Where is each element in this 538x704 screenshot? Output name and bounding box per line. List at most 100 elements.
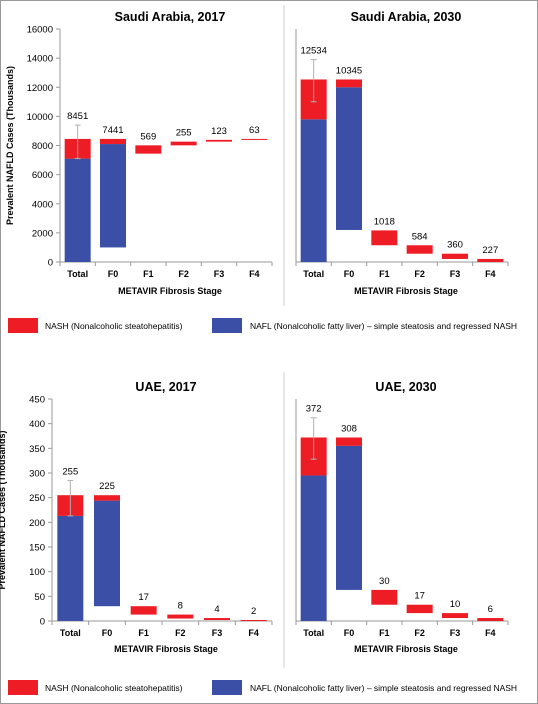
x-tick-label: F4 <box>485 269 496 279</box>
bar-segment-nafl <box>336 445 362 590</box>
legend-nafl-label: NAFL (Nonalcoholic fatty liver) – simple… <box>250 683 518 693</box>
chart-title: Saudi Arabia, 2030 <box>351 10 462 24</box>
x-tick-label: F2 <box>178 269 189 279</box>
bar-segment-nash <box>206 139 232 142</box>
bar-segment-nash <box>135 145 162 154</box>
data-label: 584 <box>412 231 428 242</box>
data-label: 1018 <box>374 216 395 227</box>
x-tick-label: Total <box>303 628 324 638</box>
bar-segment-nafl <box>100 144 126 248</box>
bar-segment-nash <box>477 618 504 621</box>
data-label: 17 <box>138 592 149 603</box>
x-tick-label: F1 <box>379 269 390 279</box>
data-label: 10 <box>450 599 461 610</box>
bar-segment-nash <box>100 138 126 145</box>
x-tick-label: F2 <box>175 628 186 638</box>
legend-bottom: NASH (Nonalcoholic steatohepatitis) NAFL… <box>0 680 538 700</box>
y-tick-label: 350 <box>29 444 45 455</box>
y-axis-label: Prevalent NAFLD Cases (Thousands) <box>0 430 7 589</box>
legend-nash-swatch <box>8 680 38 695</box>
bar-segment-nash <box>94 495 120 501</box>
bar-segment-nafl <box>57 515 84 621</box>
data-label: 360 <box>447 240 463 251</box>
bar-segment-nash <box>204 618 230 621</box>
bar-segment-nafl <box>64 158 91 262</box>
legend-nafl-label: NAFL (Nonalcoholic fatty liver) – simple… <box>250 321 518 331</box>
data-label: 12534 <box>300 46 326 57</box>
data-label: 255 <box>62 466 78 477</box>
data-label: 8 <box>178 601 183 612</box>
data-label: 372 <box>306 404 322 415</box>
x-tick-label: Total <box>67 269 88 279</box>
data-label: 8451 <box>67 111 88 122</box>
bar-segment-nash <box>442 253 468 259</box>
data-label: 308 <box>341 423 357 434</box>
y-tick-label: 450 <box>29 395 45 406</box>
x-axis-label: METAVIR Fibrosis Stage <box>114 644 218 654</box>
chart-title: Saudi Arabia, 2017 <box>115 10 226 24</box>
chart-title: UAE, 2017 <box>135 380 196 394</box>
bar-segment-nash <box>477 258 504 262</box>
legend-top: NASH (Nonalcoholic steatohepatitis) NAFL… <box>0 318 538 338</box>
x-tick-label: F3 <box>450 628 461 638</box>
y-tick-label: 16000 <box>27 25 53 36</box>
legend-nash-label: NASH (Nonalcoholic steatohepatitis) <box>45 321 183 331</box>
data-label: 6 <box>488 604 493 615</box>
y-tick-label: 150 <box>29 543 45 554</box>
data-label: 63 <box>249 125 260 136</box>
bar-segment-nafl <box>300 119 327 262</box>
x-tick-label: F4 <box>248 628 259 638</box>
data-label: 10345 <box>336 65 362 76</box>
y-tick-label: 2000 <box>32 228 53 239</box>
x-tick-label: F2 <box>414 269 425 279</box>
x-tick-label: F2 <box>414 628 425 638</box>
x-axis-label: METAVIR Fibrosis Stage <box>354 644 458 654</box>
bar-segment-nash <box>336 79 362 88</box>
x-axis-label: METAVIR Fibrosis Stage <box>118 286 222 296</box>
bar-segment-nash <box>371 589 398 605</box>
data-label: 17 <box>414 591 425 602</box>
y-tick-label: 300 <box>29 469 45 480</box>
x-tick-label: F3 <box>450 269 461 279</box>
bar-segment-nash <box>406 245 433 254</box>
x-tick-label: Total <box>60 628 81 638</box>
bar-segment-nash <box>241 138 268 140</box>
x-axis-label: METAVIR Fibrosis Stage <box>354 286 458 296</box>
data-label: 569 <box>140 131 156 142</box>
x-tick-label: F0 <box>108 269 119 279</box>
x-tick-label: Total <box>303 269 324 279</box>
bar-segment-nash <box>240 620 267 622</box>
y-tick-label: 50 <box>34 592 45 603</box>
x-tick-label: F1 <box>379 628 390 638</box>
x-tick-label: F4 <box>249 269 260 279</box>
data-label: 30 <box>379 576 390 587</box>
data-label: 123 <box>211 126 227 137</box>
y-tick-label: 400 <box>29 419 45 430</box>
chart-title: UAE, 2030 <box>375 380 436 394</box>
bar-segment-nash <box>442 613 468 619</box>
y-tick-label: 250 <box>29 493 45 504</box>
y-tick-label: 6000 <box>32 170 53 181</box>
data-label: 2 <box>251 606 256 617</box>
y-tick-label: 0 <box>48 258 53 269</box>
x-tick-label: F0 <box>102 628 113 638</box>
bar-segment-nash <box>406 604 433 614</box>
x-tick-label: F0 <box>344 269 355 279</box>
x-tick-label: F1 <box>143 269 154 279</box>
bar-segment-nash <box>336 437 362 446</box>
x-tick-label: F3 <box>212 628 223 638</box>
y-tick-label: 8000 <box>32 141 53 152</box>
y-tick-label: 200 <box>29 518 45 529</box>
bar-segment-nash <box>130 606 157 615</box>
bar-segment-nafl <box>94 500 120 607</box>
y-axis-label: Prevalent NAFLD Cases (Thousands) <box>5 66 15 225</box>
data-label: 255 <box>176 128 192 139</box>
legend-nash-swatch <box>8 318 38 333</box>
data-label: 225 <box>99 481 115 492</box>
y-tick-label: 14000 <box>27 54 53 65</box>
y-tick-label: 0 <box>40 617 45 628</box>
x-tick-label: F3 <box>214 269 225 279</box>
bar-segment-nash <box>167 614 194 619</box>
data-label: 227 <box>482 245 498 256</box>
